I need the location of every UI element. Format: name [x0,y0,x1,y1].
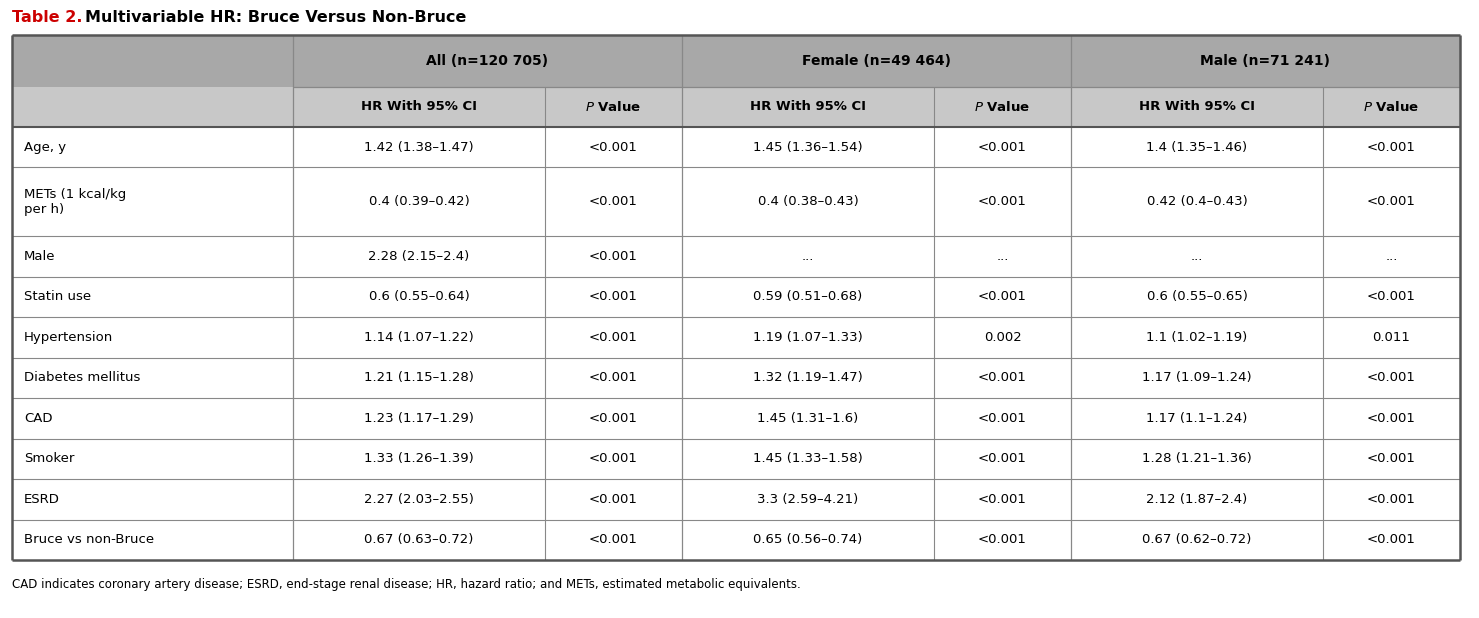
Bar [12,358,1460,398]
Text: 1.17 (1.09–1.24): 1.17 (1.09–1.24) [1142,371,1251,384]
Text: 1.21 (1.15–1.28): 1.21 (1.15–1.28) [364,371,473,384]
Text: 0.002: 0.002 [984,331,1022,344]
Text: 2.28 (2.15–2.4): 2.28 (2.15–2.4) [368,250,470,263]
Text: Male: Male [24,250,56,263]
Text: 1.45 (1.36–1.54): 1.45 (1.36–1.54) [753,141,862,154]
Text: 1.28 (1.21–1.36): 1.28 (1.21–1.36) [1142,452,1251,465]
Text: <0.001: <0.001 [978,493,1026,506]
Text: Smoker: Smoker [24,452,74,465]
Text: All (n=120 705): All (n=120 705) [426,54,549,68]
Text: <0.001: <0.001 [978,290,1026,303]
Text: 1.32 (1.19–1.47): 1.32 (1.19–1.47) [753,371,862,384]
Text: CAD: CAD [24,412,52,425]
Text: CAD indicates coronary artery disease; ESRD, end-stage renal disease; HR, hazard: CAD indicates coronary artery disease; E… [12,578,800,591]
Text: 0.011: 0.011 [1373,331,1411,344]
Text: <0.001: <0.001 [1367,452,1415,465]
Text: ESRD: ESRD [24,493,59,506]
Text: HR With 95% CI: HR With 95% CI [1139,101,1256,114]
Text: $\it{P}$ Value: $\it{P}$ Value [586,100,642,114]
Text: <0.001: <0.001 [589,452,637,465]
Text: 0.4 (0.39–0.42): 0.4 (0.39–0.42) [368,195,469,208]
Text: 1.23 (1.17–1.29): 1.23 (1.17–1.29) [364,412,473,425]
Text: $\it{P}$ Value: $\it{P}$ Value [975,100,1031,114]
Text: Hypertension: Hypertension [24,331,114,344]
Text: <0.001: <0.001 [978,412,1026,425]
Text: 1.17 (1.1–1.24): 1.17 (1.1–1.24) [1146,412,1248,425]
Text: 0.42 (0.4–0.43): 0.42 (0.4–0.43) [1146,195,1247,208]
Text: <0.001: <0.001 [589,331,637,344]
Text: 1.42 (1.38–1.47): 1.42 (1.38–1.47) [364,141,473,154]
Bar [12,398,1460,439]
Text: <0.001: <0.001 [1367,195,1415,208]
Text: <0.001: <0.001 [589,250,637,263]
Text: <0.001: <0.001 [1367,290,1415,303]
Text: <0.001: <0.001 [1367,533,1415,546]
Text: 0.67 (0.63–0.72): 0.67 (0.63–0.72) [364,533,473,546]
Text: <0.001: <0.001 [978,452,1026,465]
Text: Table 2.: Table 2. [12,11,83,25]
Text: <0.001: <0.001 [589,290,637,303]
Text: 2.12 (1.87–2.4): 2.12 (1.87–2.4) [1146,493,1248,506]
Text: 1.33 (1.26–1.39): 1.33 (1.26–1.39) [364,452,473,465]
Text: <0.001: <0.001 [1367,412,1415,425]
Text: 0.65 (0.56–0.74): 0.65 (0.56–0.74) [753,533,862,546]
Text: Multivariable HR: Bruce Versus Non-Bruce: Multivariable HR: Bruce Versus Non-Bruce [84,11,466,25]
Text: Female (n=49 464): Female (n=49 464) [802,54,951,68]
Text: Statin use: Statin use [24,290,92,303]
Text: <0.001: <0.001 [589,195,637,208]
Text: <0.001: <0.001 [978,195,1026,208]
Text: Bruce vs non-Bruce: Bruce vs non-Bruce [24,533,154,546]
Text: ...: ... [1191,250,1204,263]
Text: Diabetes mellitus: Diabetes mellitus [24,371,141,384]
Bar [12,167,1460,236]
Text: 1.45 (1.31–1.6): 1.45 (1.31–1.6) [757,412,859,425]
Text: 0.6 (0.55–0.64): 0.6 (0.55–0.64) [368,290,469,303]
Text: ...: ... [802,250,815,263]
Text: ...: ... [1386,250,1398,263]
Text: 0.4 (0.38–0.43): 0.4 (0.38–0.43) [757,195,858,208]
Text: HR With 95% CI: HR With 95% CI [750,101,867,114]
Text: 0.59 (0.51–0.68): 0.59 (0.51–0.68) [753,290,862,303]
Bar [12,277,1460,317]
Text: 1.19 (1.07–1.33): 1.19 (1.07–1.33) [753,331,862,344]
Text: <0.001: <0.001 [978,533,1026,546]
Text: 0.67 (0.62–0.72): 0.67 (0.62–0.72) [1142,533,1251,546]
Text: 0.6 (0.55–0.65): 0.6 (0.55–0.65) [1146,290,1247,303]
Text: <0.001: <0.001 [589,533,637,546]
Text: 1.1 (1.02–1.19): 1.1 (1.02–1.19) [1146,331,1248,344]
Text: 1.45 (1.33–1.58): 1.45 (1.33–1.58) [753,452,862,465]
Bar [12,317,1460,358]
Text: HR With 95% CI: HR With 95% CI [361,101,478,114]
Bar [12,127,1460,167]
Bar [12,479,1460,520]
Text: Age, y: Age, y [24,141,67,154]
Text: <0.001: <0.001 [589,493,637,506]
Text: 1.4 (1.35–1.46): 1.4 (1.35–1.46) [1146,141,1248,154]
Bar [12,439,1460,479]
Text: <0.001: <0.001 [1367,493,1415,506]
Text: 3.3 (2.59–4.21): 3.3 (2.59–4.21) [757,493,859,506]
Text: $\it{P}$ Value: $\it{P}$ Value [1364,100,1420,114]
Text: 1.14 (1.07–1.22): 1.14 (1.07–1.22) [364,331,473,344]
Text: <0.001: <0.001 [978,141,1026,154]
Text: 2.27 (2.03–2.55): 2.27 (2.03–2.55) [364,493,473,506]
Text: <0.001: <0.001 [589,412,637,425]
Bar [12,87,1460,127]
Bar [12,520,1460,560]
Text: ...: ... [997,250,1009,263]
Text: <0.001: <0.001 [1367,141,1415,154]
Text: <0.001: <0.001 [589,141,637,154]
Text: <0.001: <0.001 [589,371,637,384]
Text: <0.001: <0.001 [978,371,1026,384]
Text: <0.001: <0.001 [1367,371,1415,384]
Bar [12,35,1460,87]
Text: Male (n=71 241): Male (n=71 241) [1201,54,1331,68]
Text: METs (1 kcal/kg
per h): METs (1 kcal/kg per h) [24,188,126,216]
Bar [12,236,1460,277]
